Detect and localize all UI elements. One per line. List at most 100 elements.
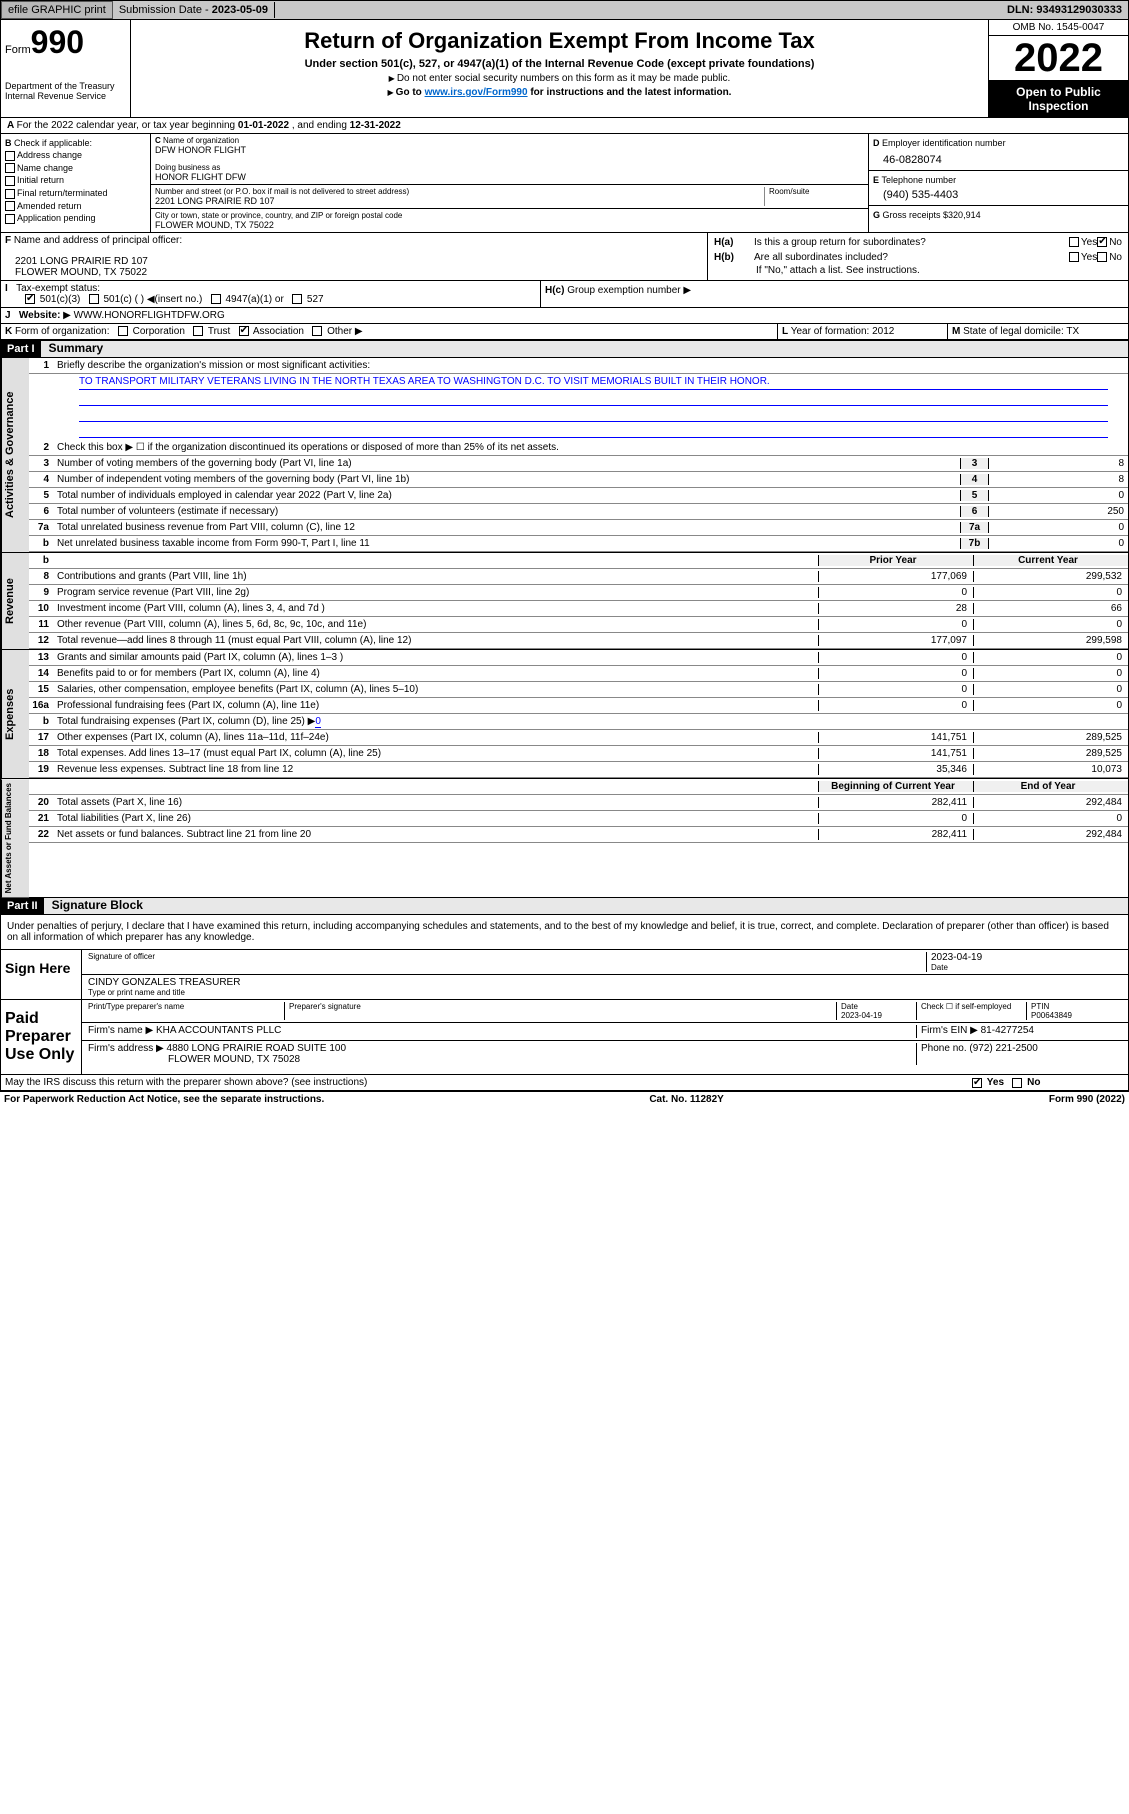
cb-name-change[interactable]: Name change — [5, 163, 146, 174]
col-current-year: Current Year — [973, 555, 1128, 566]
mission-text: TO TRANSPORT MILITARY VETERANS LIVING IN… — [79, 376, 1108, 390]
line8: Contributions and grants (Part VIII, lin… — [53, 570, 818, 583]
tax-exempt-status: I Tax-exempt status: 501(c)(3) 501(c) ( … — [1, 281, 541, 307]
hb-yes[interactable]: Yes — [1069, 252, 1097, 263]
public-inspection: Open to Public Inspection — [989, 81, 1128, 117]
line5: Total number of individuals employed in … — [53, 489, 960, 502]
officer-name: CINDY GONZALES TREASURER — [88, 977, 1122, 988]
org-name-block: C Name of organization DFW HONOR FLIGHT … — [151, 134, 868, 185]
state-domicile: M State of legal domicile: TX — [948, 324, 1128, 339]
prep-date: 2023-04-19 — [841, 1011, 882, 1020]
cb-amended[interactable]: Amended return — [5, 201, 146, 212]
perjury-declaration: Under penalties of perjury, I declare th… — [1, 915, 1128, 949]
form-of-org: K Form of organization: Corporation Trus… — [1, 324, 778, 339]
cb-assoc[interactable] — [239, 326, 249, 336]
line16a: Professional fundraising fees (Part IX, … — [53, 699, 818, 712]
submission-date: Submission Date - 2023-05-09 — [113, 2, 275, 18]
line12: Total revenue—add lines 8 through 11 (mu… — [53, 634, 818, 647]
col-end: End of Year — [973, 781, 1128, 792]
part1-header: Part ISummary — [1, 340, 1128, 358]
ein-block: D Employer identification number 46-0828… — [869, 134, 1128, 171]
line20: Total assets (Part X, line 16) — [53, 796, 818, 809]
line3: Number of voting members of the governin… — [53, 457, 960, 470]
cb-4947[interactable] — [211, 294, 221, 304]
department: Department of the Treasury Internal Reve… — [5, 81, 126, 101]
line1: Briefly describe the organization's miss… — [53, 359, 1128, 372]
tax-period: A For the 2022 calendar year, or tax yea… — [1, 118, 1128, 133]
line6: Total number of volunteers (estimate if … — [53, 505, 960, 518]
form-subtitle: Under section 501(c), 527, or 4947(a)(1)… — [135, 58, 984, 70]
ptin: P00643849 — [1031, 1011, 1072, 1020]
address-block: Number and street (or P.O. box if mail i… — [151, 185, 868, 209]
cb-address-change[interactable]: Address change — [5, 150, 146, 161]
hb-note: If "No," attach a list. See instructions… — [712, 265, 1124, 276]
hb-no[interactable]: No — [1097, 252, 1122, 263]
footer: For Paperwork Reduction Act Notice, see … — [0, 1092, 1129, 1107]
discuss-yes[interactable] — [972, 1078, 982, 1088]
omb-number: OMB No. 1545-0047 — [989, 20, 1128, 36]
part2-header: Part IISignature Block — [1, 897, 1128, 915]
cb-pending[interactable]: Application pending — [5, 213, 146, 224]
netassets-label: Net Assets or Fund Balances — [1, 779, 29, 897]
line2: Check this box ▶ ☐ if the organization d… — [53, 441, 1128, 454]
prep-sig-label: Preparer's signature — [284, 1002, 836, 1020]
expenses-label: Expenses — [1, 650, 29, 778]
line13: Grants and similar amounts paid (Part IX… — [53, 651, 818, 664]
governance-label: Activities & Governance — [1, 358, 29, 552]
hb-question: Are all subordinates included? — [754, 252, 1069, 263]
cb-501c3[interactable] — [25, 294, 35, 304]
tax-year: 2022 — [989, 36, 1128, 81]
dln: DLN: 93493129030333 — [1001, 2, 1128, 18]
efile-print-button[interactable]: efile GRAPHIC print — [1, 1, 113, 19]
sig-officer-label: Signature of officer — [88, 952, 922, 961]
line17: Other expenses (Part IX, column (A), lin… — [53, 731, 818, 744]
firm-ein: 81-4277254 — [981, 1025, 1034, 1036]
firm-addr: 4880 LONG PRAIRIE ROAD SUITE 100 — [167, 1043, 347, 1054]
link-note: Go to www.irs.gov/Form990 for instructio… — [135, 87, 984, 98]
discuss-question: May the IRS discuss this return with the… — [1, 1075, 968, 1090]
cb-corp[interactable] — [118, 326, 128, 336]
hc-group-exemption: H(c) Group exemption number ▶ — [541, 281, 1128, 307]
year-formation: L Year of formation: 2012 — [778, 324, 948, 339]
revenue-label: Revenue — [1, 553, 29, 649]
form-header: Form990 Department of the Treasury Inter… — [1, 20, 1128, 118]
line10: Investment income (Part VIII, column (A)… — [53, 602, 818, 615]
cb-501c[interactable] — [89, 294, 99, 304]
self-employed-check[interactable]: Check ☐ if self-employed — [916, 1002, 1026, 1020]
line19: Revenue less expenses. Subtract line 18 … — [53, 763, 818, 776]
cb-trust[interactable] — [193, 326, 203, 336]
line15: Salaries, other compensation, employee b… — [53, 683, 818, 696]
city-block: City or town, state or province, country… — [151, 209, 868, 232]
sign-here-label: Sign Here — [1, 950, 81, 999]
line7b: Net unrelated business taxable income fr… — [53, 537, 960, 550]
ssn-note: Do not enter social security numbers on … — [135, 73, 984, 84]
line7a: Total unrelated business revenue from Pa… — [53, 521, 960, 534]
line4: Number of independent voting members of … — [53, 473, 960, 486]
ha-yes[interactable]: Yes — [1069, 237, 1097, 248]
website: J Website: ▶ WWW.HONORFLIGHTDFW.ORG — [1, 308, 1128, 323]
ha-no[interactable]: No — [1097, 237, 1122, 248]
gross-receipts: G Gross receipts $320,914 — [869, 206, 1128, 224]
cb-final-return[interactable]: Final return/terminated — [5, 188, 146, 199]
paid-preparer-label: Paid Preparer Use Only — [1, 1000, 81, 1074]
section-b: B Check if applicable: Address change Na… — [1, 134, 151, 232]
cb-initial-return[interactable]: Initial return — [5, 175, 146, 186]
discuss-no[interactable] — [1012, 1078, 1022, 1088]
col-prior-year: Prior Year — [818, 555, 973, 566]
line21: Total liabilities (Part X, line 26) — [53, 812, 818, 825]
line9: Program service revenue (Part VIII, line… — [53, 586, 818, 599]
sig-date: 2023-04-19 — [931, 952, 1122, 963]
phone-block: E Telephone number (940) 535-4403 — [869, 171, 1128, 206]
top-toolbar: efile GRAPHIC print Submission Date - 20… — [0, 0, 1129, 20]
form-title: Return of Organization Exempt From Incom… — [135, 28, 984, 54]
firm-phone: (972) 221-2500 — [969, 1043, 1037, 1054]
cb-other[interactable] — [312, 326, 322, 336]
form-number: Form990 — [5, 24, 126, 61]
ha-question: Is this a group return for subordinates? — [754, 237, 1069, 248]
line22: Net assets or fund balances. Subtract li… — [53, 828, 818, 841]
cb-527[interactable] — [292, 294, 302, 304]
principal-officer: F Name and address of principal officer:… — [1, 233, 708, 280]
line16b: Total fundraising expenses (Part IX, col… — [53, 715, 818, 728]
irs-link[interactable]: www.irs.gov/Form990 — [425, 87, 528, 98]
col-beginning: Beginning of Current Year — [818, 781, 973, 792]
